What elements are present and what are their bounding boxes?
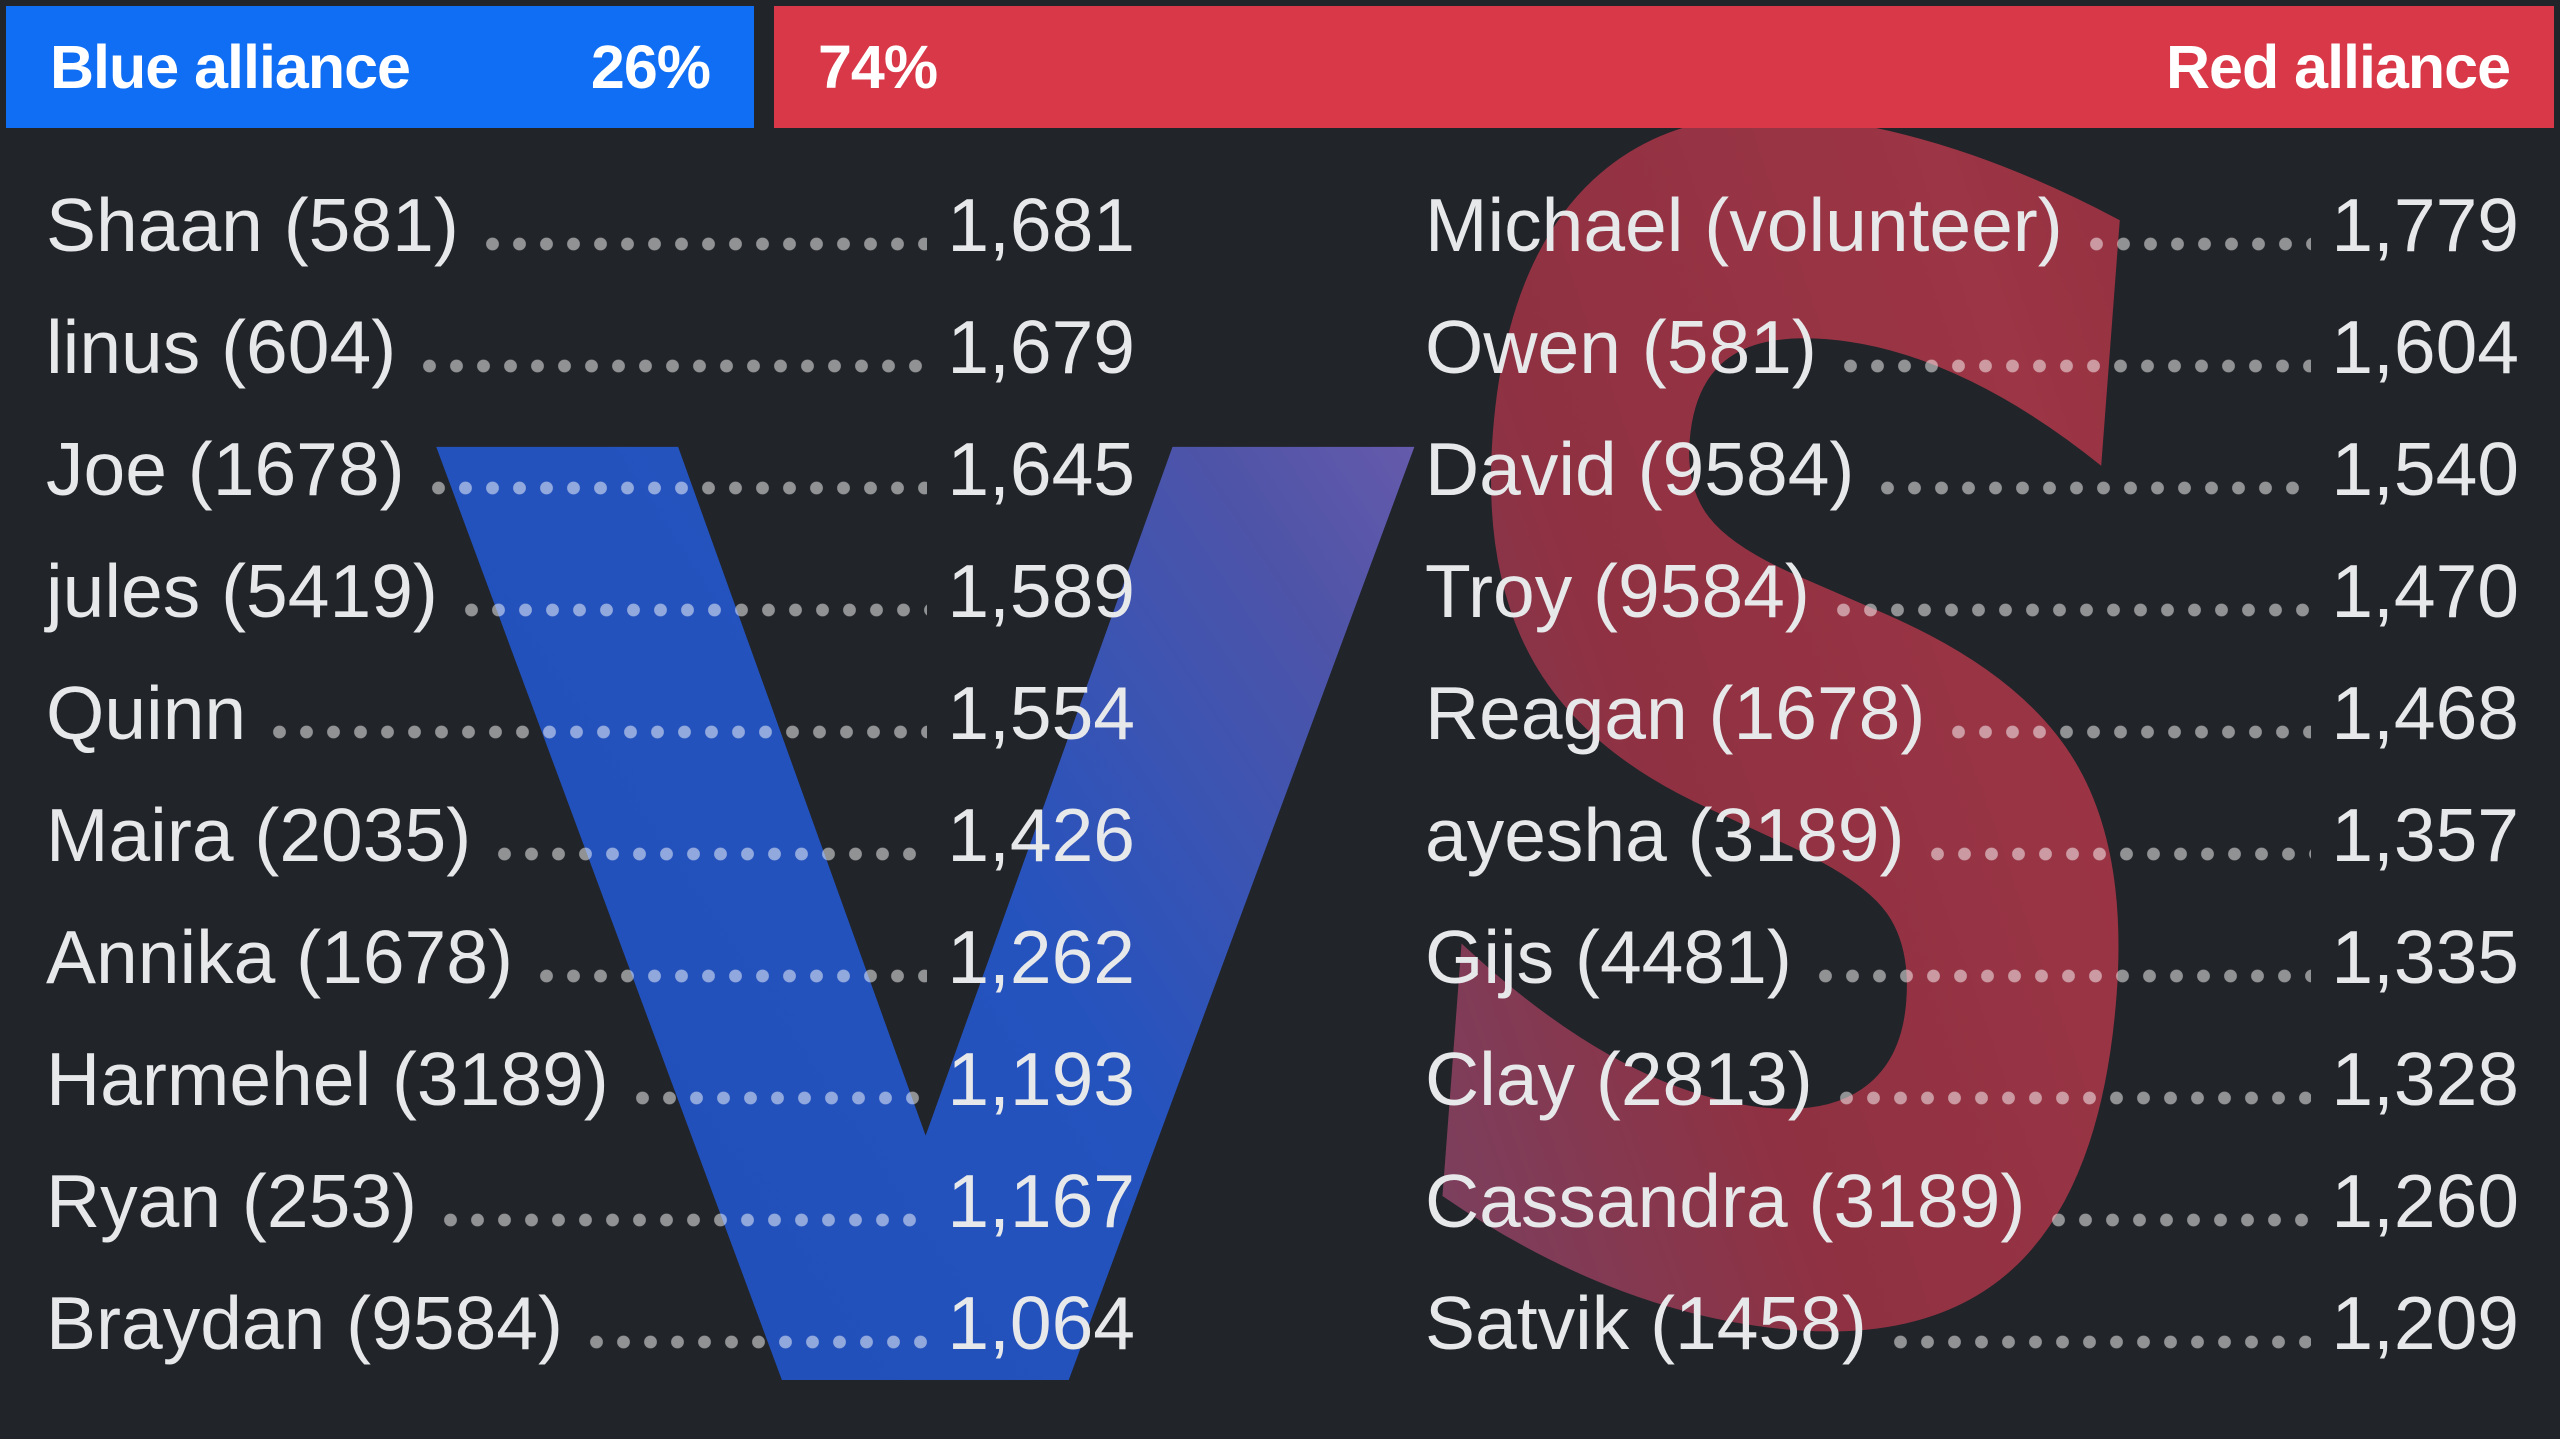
player-name: ayesha (3189) — [1425, 793, 1905, 877]
list-item: Joe (1678) 1,645 — [46, 408, 1135, 530]
list-item: Braydan (9584) 1,064 — [46, 1262, 1135, 1384]
vote-bar: Blue alliance 26% 74% Red alliance — [6, 6, 2554, 128]
dot-leader — [1811, 969, 2312, 983]
red-alliance-label: Red alliance — [2166, 33, 2511, 101]
dot-leader — [478, 237, 928, 251]
player-score: 1,426 — [947, 793, 1135, 877]
list-item: linus (604) 1,679 — [46, 286, 1135, 408]
list-item: Harmehel (3189) 1,193 — [46, 1018, 1135, 1140]
player-score: 1,335 — [2331, 915, 2519, 999]
list-item: Reagan (1678) 1,468 — [1425, 652, 2519, 774]
player-score: 1,470 — [2331, 549, 2519, 633]
player-score: 1,064 — [947, 1281, 1135, 1365]
list-item: Michael (volunteer) 1,779 — [1425, 164, 2519, 286]
list-item: David (9584) 1,540 — [1425, 408, 2519, 530]
player-score: 1,589 — [947, 549, 1135, 633]
player-score: 1,328 — [2331, 1037, 2519, 1121]
list-item: Gijs (4481) 1,335 — [1425, 896, 2519, 1018]
player-name: Michael (volunteer) — [1425, 183, 2063, 267]
player-score: 1,679 — [947, 305, 1135, 389]
player-name: Cassandra (3189) — [1425, 1159, 2026, 1243]
dot-leader — [628, 1091, 928, 1105]
list-item: Troy (9584) 1,470 — [1425, 530, 2519, 652]
dot-leader — [1924, 847, 2312, 861]
player-name: Shaan (581) — [46, 183, 459, 267]
list-item: ayesha (3189) 1,357 — [1425, 774, 2519, 896]
red-alliance-percent: 74% — [818, 33, 938, 101]
dot-leader — [532, 969, 928, 983]
player-score: 1,468 — [2331, 671, 2519, 755]
list-item: jules (5419) 1,589 — [46, 530, 1135, 652]
dot-leader — [1832, 1091, 2312, 1105]
player-score: 1,262 — [947, 915, 1135, 999]
player-name: Owen (581) — [1425, 305, 1817, 389]
player-score: 1,779 — [2331, 183, 2519, 267]
dot-leader — [1945, 725, 2312, 739]
player-name: Troy (9584) — [1425, 549, 1810, 633]
dot-leader — [1886, 1335, 2312, 1349]
dot-leader — [424, 481, 928, 495]
dot-leader — [582, 1335, 928, 1349]
list-item: Ryan (253) 1,167 — [46, 1140, 1135, 1262]
list-item: Owen (581) 1,604 — [1425, 286, 2519, 408]
dot-leader — [1874, 481, 2312, 495]
player-name: Satvik (1458) — [1425, 1281, 1867, 1365]
player-score: 1,260 — [2331, 1159, 2519, 1243]
player-score: 1,209 — [2331, 1281, 2519, 1365]
list-item: Annika (1678) 1,262 — [46, 896, 1135, 1018]
player-name: Reagan (1678) — [1425, 671, 1926, 755]
list-item: Shaan (581) 1,681 — [46, 164, 1135, 286]
player-score: 1,554 — [947, 671, 1135, 755]
player-name: Maira (2035) — [46, 793, 472, 877]
player-name: Harmehel (3189) — [46, 1037, 609, 1121]
player-score: 1,167 — [947, 1159, 1135, 1243]
dot-leader — [266, 725, 928, 739]
dot-leader — [1836, 359, 2312, 373]
player-name: jules (5419) — [46, 549, 438, 633]
dot-leader — [457, 603, 928, 617]
list-item: Satvik (1458) 1,209 — [1425, 1262, 2519, 1384]
dot-leader — [491, 847, 928, 861]
player-score: 1,604 — [2331, 305, 2519, 389]
dot-leader — [2082, 237, 2312, 251]
player-name: Ryan (253) — [46, 1159, 418, 1243]
dot-leader — [2045, 1213, 2312, 1227]
player-score: 1,645 — [947, 427, 1135, 511]
dot-leader — [437, 1213, 928, 1227]
list-item: Maira (2035) 1,426 — [46, 774, 1135, 896]
dot-leader — [1829, 603, 2312, 617]
blue-alliance-bar: Blue alliance 26% — [6, 6, 754, 128]
red-alliance-list: Michael (volunteer) 1,779 Owen (581) 1,6… — [1425, 164, 2519, 1384]
player-name: Gijs (4481) — [1425, 915, 1792, 999]
list-item: Cassandra (3189) 1,260 — [1425, 1140, 2519, 1262]
blue-alliance-list: Shaan (581) 1,681 linus (604) 1,679 Joe … — [46, 164, 1135, 1384]
blue-alliance-label: Blue alliance — [50, 33, 411, 101]
player-name: linus (604) — [46, 305, 397, 389]
player-name: Annika (1678) — [46, 915, 513, 999]
player-name: David (9584) — [1425, 427, 1855, 511]
player-score: 1,681 — [947, 183, 1135, 267]
list-item: Quinn 1,554 — [46, 652, 1135, 774]
dot-leader — [416, 359, 928, 373]
blue-alliance-percent: 26% — [590, 33, 711, 101]
player-name: Clay (2813) — [1425, 1037, 1813, 1121]
player-name: Quinn — [46, 671, 247, 755]
red-alliance-bar: 74% Red alliance — [774, 6, 2554, 128]
player-name: Joe (1678) — [46, 427, 405, 511]
player-score: 1,357 — [2331, 793, 2519, 877]
player-score: 1,540 — [2331, 427, 2519, 511]
player-name: Braydan (9584) — [46, 1281, 563, 1365]
list-item: Clay (2813) 1,328 — [1425, 1018, 2519, 1140]
player-score: 1,193 — [947, 1037, 1135, 1121]
